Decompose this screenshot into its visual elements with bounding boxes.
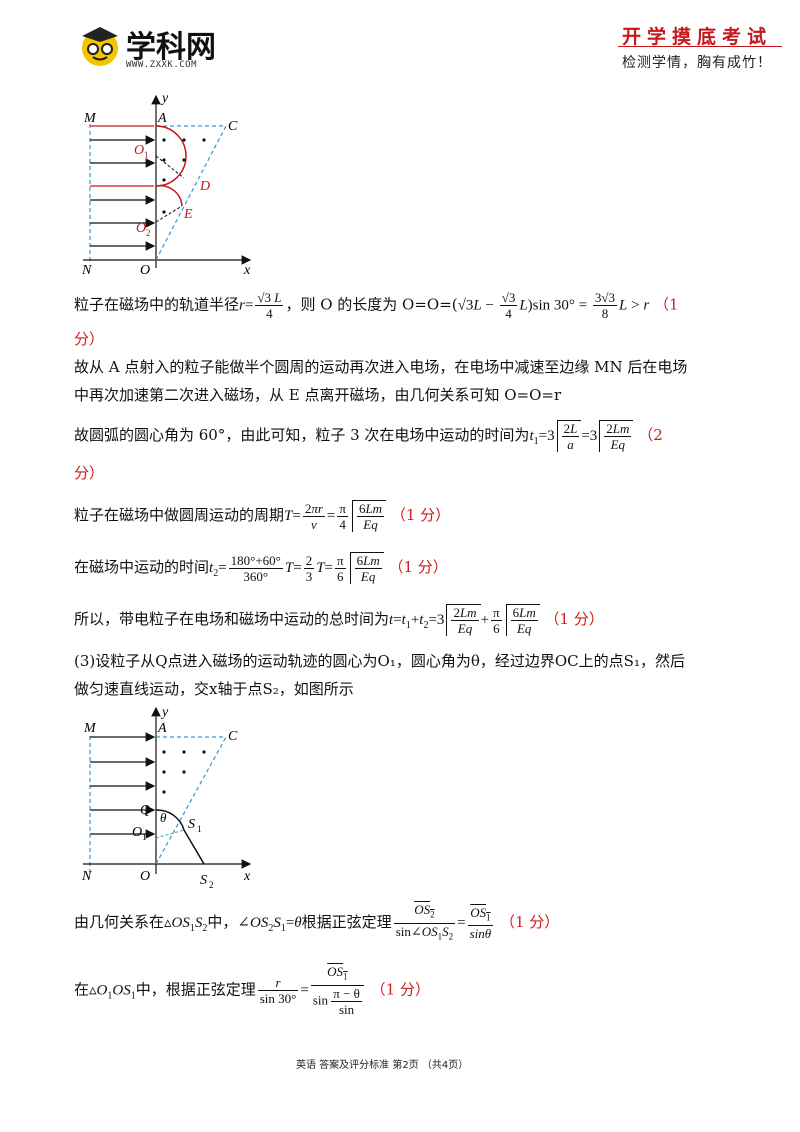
fig2-label-m: M [83, 721, 97, 736]
figure-2: M A C Q θ S 1 O 1 N O S 2 x y [81, 705, 252, 890]
fig2-label-o: O [140, 869, 150, 884]
fig2-label-s1-sub: 1 [197, 824, 202, 834]
text-line-9: 所以，带电粒子在电场和磁场中运动的总时间为t=t1+t2=3 2Lm Eq + π 6 6L… [74, 604, 604, 636]
logo: 学科网 WWW.ZXXK.COM [78, 22, 228, 72]
fig1-label-o1-sub: 1 [144, 150, 149, 160]
slogan-sub: 检测学情，胸有成竹！ [622, 55, 772, 71]
text-line-11: 做匀速直线运动，交x轴于点S₂，如图所示 [74, 680, 354, 698]
fig2-label-c: C [228, 729, 238, 744]
fig1-label-m: M [83, 111, 97, 126]
fig2-label-y: y [160, 705, 169, 720]
figure-1: M A C O 1 D E O 2 N O x y [81, 91, 252, 278]
text-line-1: 粒子在磁场中的轨道半径r= √3 L 4 ，则 O 的长度为 O=O=(√3L − √… [74, 290, 679, 321]
fig2-label-o1: O [132, 825, 142, 840]
fig1-label-o: O [140, 263, 150, 278]
fig2-label-s2-sub: 2 [209, 880, 214, 890]
fig2-label-theta: θ [160, 810, 167, 825]
page-footer: 英语 答案及评分标准 第2页 （共4页） [296, 1060, 469, 1071]
text-line-10: (3)设粒子从Q点进入磁场的运动轨迹的圆心为O₁，圆心角为θ，经过边界OC上的点… [74, 652, 685, 670]
fig1-label-o2-sub: 2 [146, 228, 151, 238]
text-line-6: 分） [74, 464, 105, 482]
text-line-5: 故圆弧的圆心角为 60°，由此可知，粒子 3 次在电场中运动的时间为t1=3 2L… [74, 420, 663, 452]
fig1-label-e: E [183, 207, 193, 222]
fig2-label-x: x [243, 869, 251, 884]
text-line-2: 分） [74, 330, 105, 348]
fig2-label-s1: S [188, 817, 195, 832]
fig1-label-n: N [81, 263, 92, 278]
slogan-main: 开学摸底考试 [622, 26, 773, 48]
text-line-13: 在▵O1OS1中，根据正弦定理 r sin 30° = OS1 sin π − θ sin … [74, 964, 430, 1017]
logo-text: 学科网 [126, 30, 216, 65]
fig2-label-q: Q [140, 803, 150, 818]
fig1-label-c: C [228, 119, 238, 134]
fig2-label-a: A [157, 721, 167, 736]
fig1-label-o2: O [136, 221, 146, 236]
logo-mascot-icon [82, 27, 118, 66]
fig2-label-o1-sub: 1 [142, 832, 147, 842]
text-line-7: 粒子在磁场中做圆周运动的周期T= 2πr v = π 4 6Lm Eq （1 分） [74, 500, 451, 532]
logo-url: WWW.ZXXK.COM [126, 60, 198, 70]
text-line-8: 在磁场中运动的时间t2= 180°+60° 360° T= 2 3 T= π 6 6Lm Eq （1… [74, 552, 448, 584]
fig1-label-d: D [199, 179, 210, 194]
fig2-label-n: N [81, 869, 92, 884]
fig2-label-s2: S [200, 873, 207, 888]
fig1-label-x: x [243, 263, 251, 278]
text-line-3: 故从 A 点射入的粒子能做半个圆周的运动再次进入电场，在电场中减速至边缘 MN … [74, 358, 688, 376]
text-line-4: 中再次加速第二次进入磁场，从 E 点离开磁场，由几何关系可知 O=O=r [74, 386, 562, 404]
fig1-label-y: y [160, 91, 169, 106]
text-line-12: 由几何关系在▵OS1S2中，∠OS2S1=θ根据正弦定理 OS2 sin∠OS1S2… [74, 902, 560, 942]
fig1-label-a: A [157, 111, 167, 126]
slogan-divider [618, 46, 782, 47]
fig1-label-o1: O [134, 143, 144, 158]
